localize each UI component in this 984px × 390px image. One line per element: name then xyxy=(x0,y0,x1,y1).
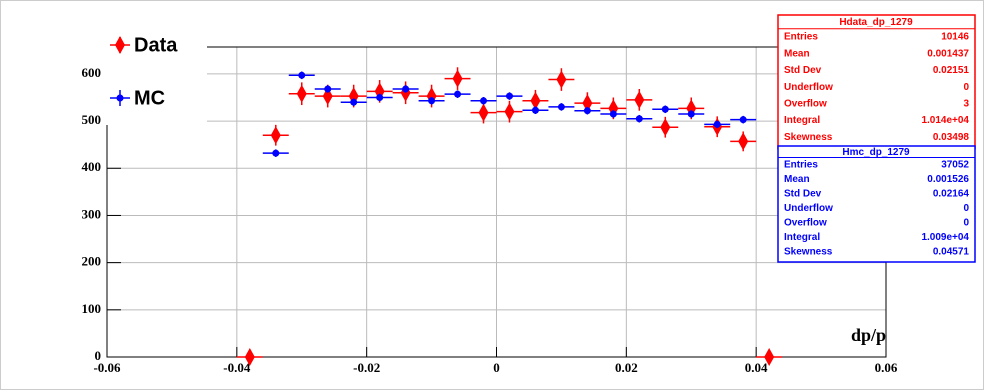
data-point xyxy=(296,84,307,103)
stats-label: Integral xyxy=(784,115,820,126)
data-point xyxy=(634,90,645,109)
stats-value: 0.001526 xyxy=(927,174,969,185)
data-point xyxy=(454,90,462,98)
stats-value: 0.02164 xyxy=(933,188,970,199)
y-tick-label: 500 xyxy=(82,112,102,127)
stats-value: 0.02151 xyxy=(933,65,970,76)
stats-value: 0 xyxy=(963,203,969,214)
data-point xyxy=(324,85,332,93)
stats-title: Hdata_dp_1279 xyxy=(839,17,913,28)
stats-value: 3 xyxy=(963,98,969,109)
stats-box xyxy=(777,145,976,263)
data-point xyxy=(660,118,671,137)
legend-marker xyxy=(115,36,125,54)
x-tick-label: -0.06 xyxy=(93,360,121,375)
x-tick-label: -0.04 xyxy=(223,360,251,375)
stats-label: Std Dev xyxy=(784,65,822,76)
stats-box xyxy=(777,14,976,150)
stats-label: Entries xyxy=(784,159,818,170)
legend-marker xyxy=(116,94,124,102)
data-point xyxy=(452,69,463,88)
stats-label: Skewness xyxy=(784,132,833,143)
data-point xyxy=(764,348,775,366)
data-point xyxy=(402,85,410,93)
stats-label: Skewness xyxy=(784,246,833,257)
data-point xyxy=(428,97,436,105)
stats-value: 1.009e+04 xyxy=(921,232,969,243)
data-point xyxy=(739,116,747,124)
data-point xyxy=(505,92,513,100)
y-tick-label: 300 xyxy=(82,206,102,221)
x-axis-label: dp/p xyxy=(851,325,886,345)
y-tick-label: 400 xyxy=(82,159,102,174)
data-point xyxy=(583,107,591,115)
data-point xyxy=(272,149,280,157)
data-point xyxy=(713,120,721,128)
stats-label: Underflow xyxy=(784,203,833,214)
data-point xyxy=(376,93,384,101)
stats-value: 0 xyxy=(963,82,969,93)
data-point xyxy=(322,87,333,106)
y-tick-label: 600 xyxy=(82,65,102,80)
stats-value: 0.04571 xyxy=(933,246,970,257)
data-point xyxy=(270,126,281,145)
data-point xyxy=(298,71,306,79)
stats-label: Underflow xyxy=(784,82,833,93)
stats-label: Mean xyxy=(784,48,810,59)
legend-box xyxy=(103,12,207,125)
legend-label: Data xyxy=(134,34,178,56)
stats-label: Entries xyxy=(784,32,818,43)
data-point xyxy=(687,110,695,118)
x-tick-label: 0.04 xyxy=(745,360,768,375)
stats-value: 0.001437 xyxy=(927,48,969,59)
data-point xyxy=(556,70,567,89)
stats-label: Overflow xyxy=(784,217,827,228)
x-tick-label: 0 xyxy=(493,360,500,375)
data-point xyxy=(530,91,541,110)
stats-title: Hmc_dp_1279 xyxy=(842,147,910,158)
stats-value: 10146 xyxy=(941,32,969,43)
x-tick-label: -0.02 xyxy=(353,360,380,375)
x-tick-label: 0.06 xyxy=(875,360,898,375)
data-point xyxy=(557,103,565,111)
stats-value: 0.03498 xyxy=(933,132,970,143)
data-point xyxy=(609,110,617,118)
stats-label: Integral xyxy=(784,232,820,243)
stats-value: 1.014e+04 xyxy=(921,115,969,126)
legend-label: MC xyxy=(134,87,165,109)
data-point xyxy=(531,106,539,114)
y-tick-label: 0 xyxy=(95,348,102,363)
data-point xyxy=(661,105,669,113)
data-point xyxy=(350,98,358,106)
y-tick-label: 100 xyxy=(82,301,102,316)
stats-label: Mean xyxy=(784,174,810,185)
data-point xyxy=(478,103,489,122)
data-point xyxy=(244,348,255,366)
data-point xyxy=(738,132,749,151)
x-tick-label: 0.02 xyxy=(615,360,638,375)
stats-value: 37052 xyxy=(941,159,969,170)
stats-label: Std Dev xyxy=(784,188,822,199)
data-point xyxy=(635,115,643,123)
data-point xyxy=(480,97,488,105)
data-point xyxy=(504,102,515,121)
data-point xyxy=(582,94,593,113)
stats-value: 0 xyxy=(963,217,969,228)
y-tick-label: 200 xyxy=(82,254,102,269)
stats-label: Overflow xyxy=(784,98,827,109)
